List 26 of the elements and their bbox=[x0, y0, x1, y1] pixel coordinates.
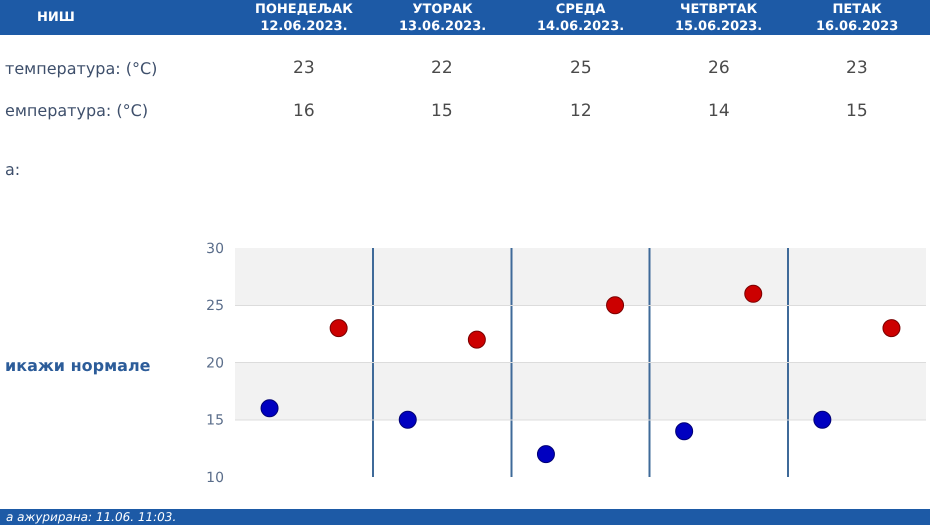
text: ПОНЕДЕЉАК 12.06.2023. bbox=[255, 2, 354, 34]
y-tick-label: 20 bbox=[206, 355, 224, 372]
data-label: 16 bbox=[293, 101, 315, 121]
text: СРЕДА 14.06.2023. bbox=[537, 2, 624, 34]
text: НИШ bbox=[37, 10, 75, 25]
data-label: 14 bbox=[708, 101, 730, 121]
text: ЧЕТВРТАК 15.06.2023. bbox=[675, 2, 762, 34]
data-label: 22 bbox=[431, 58, 453, 78]
text: емпература: (°C) bbox=[5, 101, 148, 120]
y-tick-label: 25 bbox=[206, 298, 224, 314]
data-label: 23 bbox=[293, 58, 315, 78]
text: а ажурирана: 11.06. 11:03. bbox=[6, 510, 176, 524]
text: ПЕТАК 16.06.2023 bbox=[816, 2, 898, 34]
text: а: bbox=[5, 160, 20, 179]
data-label: 25 bbox=[570, 58, 592, 78]
y-tick-label: 10 bbox=[206, 470, 224, 486]
text: икажи нормале bbox=[5, 356, 151, 375]
data-label: 15 bbox=[431, 101, 453, 121]
data-label: 26 bbox=[708, 58, 730, 78]
text: УТОРАК 13.06.2023. bbox=[399, 2, 486, 34]
data-label: 23 bbox=[846, 58, 868, 78]
y-tick-label: 15 bbox=[206, 412, 224, 429]
data-label: 15 bbox=[846, 101, 868, 121]
text: температура: (°C) bbox=[5, 59, 158, 78]
data-label: 12 bbox=[570, 101, 592, 121]
y-tick-label: 30 bbox=[206, 240, 224, 257]
